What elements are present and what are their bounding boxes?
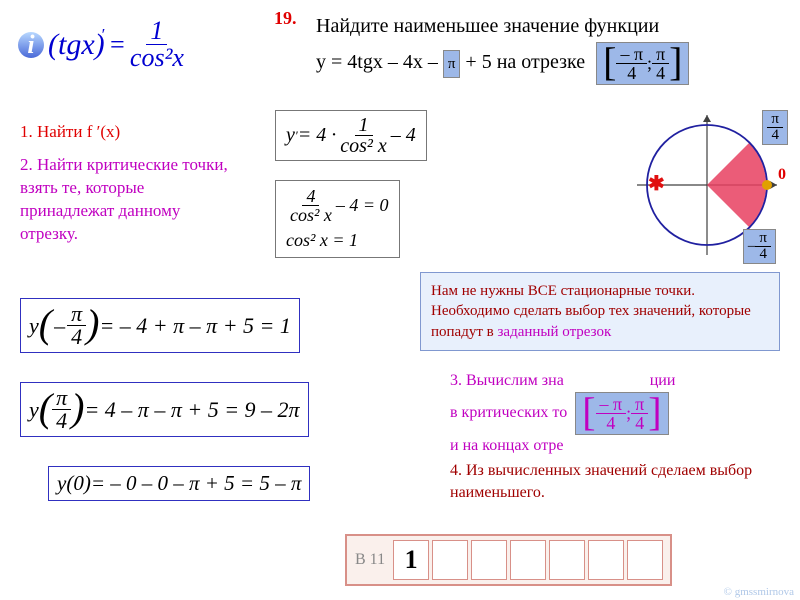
prime-mark: ′	[101, 25, 105, 45]
pi-inline-box: π	[443, 50, 461, 78]
frac-bot: cos²x	[126, 45, 188, 71]
step3-interval-box: [ – π4 ; π4 ]	[575, 392, 668, 435]
step-3: 3. Вычислим зна чения функ ции в критиче…	[450, 370, 780, 458]
step-2: 2. Найти критические точки, взять те, ко…	[20, 154, 230, 246]
eval-box-1: y ( – π4 ) = – 4 + π – π + 5 = 1	[20, 298, 300, 353]
deriv-eq: = 4 ·	[298, 124, 337, 147]
eval1-rhs: = – 4 + π – π + 5 = 1	[99, 313, 290, 339]
interval-pos-frac: π 4	[652, 45, 669, 82]
answer-bar: B 11 1	[345, 534, 672, 586]
header-fraction: 1 cos²x	[126, 18, 188, 71]
prob-line1: Найдите наименьшее значение функции	[316, 15, 659, 37]
eval-box-3: y(0) = – 0 – 0 – π + 5 = 5 – π	[48, 466, 310, 501]
answer-label: B 11	[355, 551, 385, 569]
unit-circle: ✱ 0 π4 – π4	[632, 110, 782, 260]
note-line2: заданный отрезок	[497, 324, 611, 340]
step-1: 1. Найти f ′(x)	[20, 122, 120, 142]
solve-line2: cos² x = 1	[286, 230, 389, 251]
step-4: 4. Из вычисленных значений сделаем выбор…	[450, 460, 770, 503]
deriv-y: y	[286, 124, 295, 147]
problem-number: 19.	[274, 8, 297, 29]
eval-box-2: y ( π4 ) = 4 – π – π + 5 = 9 – 2π	[20, 382, 309, 437]
answer-cell-2[interactable]	[471, 540, 507, 580]
deriv-minus4: – 4	[391, 124, 416, 147]
answer-cell-3[interactable]	[510, 540, 546, 580]
frac-top: 1	[146, 18, 167, 45]
s3c: в критических то	[450, 405, 567, 422]
equals: =	[108, 30, 126, 60]
answer-cell-1[interactable]	[432, 540, 468, 580]
zero-label: 0	[778, 166, 786, 184]
prob-line2b: + 5 на отрезке	[465, 51, 585, 73]
answer-cell-5[interactable]	[588, 540, 624, 580]
deriv-frac: 1 cos² x	[336, 115, 391, 156]
derivative-box: y′ = 4 · 1 cos² x – 4	[275, 110, 427, 161]
pi-sym: π	[448, 52, 456, 76]
note-box: Нам не нужны ВСЕ стационарные точки. Нео…	[420, 272, 780, 351]
tgx: tgx	[58, 28, 95, 61]
solve-frac: 4 cos² x	[286, 187, 336, 224]
interval-neg-frac: – π 4	[616, 45, 647, 82]
answer-cell-6[interactable]	[627, 540, 663, 580]
paren-l: (	[48, 28, 58, 61]
solve-box: 4 cos² x – 4 = 0 cos² x = 1	[275, 180, 400, 258]
interval-box: [ – π 4 ; π 4 ]	[596, 42, 689, 85]
eval3-lhs: y(0)	[57, 471, 91, 496]
prob-line2a: y = 4tgx – 4x –	[316, 51, 443, 73]
eval3-rhs: = – 0 – 0 – π + 5 = 5 – π	[91, 471, 302, 496]
eval1-y: y	[29, 313, 39, 339]
s3b: ции	[650, 372, 676, 389]
watermark: © gmssmirnova	[724, 586, 794, 598]
problem-text: Найдите наименьшее значение функции y = …	[316, 10, 786, 85]
answer-cell-4[interactable]	[549, 540, 585, 580]
circle-top-label: π4	[762, 110, 788, 145]
header-formula: i (tgx)′ = 1 cos²x	[18, 18, 188, 71]
solve-eq0: – 4 = 0	[336, 195, 389, 216]
eval2-rhs: = 4 – π – π + 5 = 9 – 2π	[84, 397, 299, 423]
s3d: и на концах отре	[450, 437, 564, 454]
info-icon: i	[18, 32, 44, 58]
answer-cell-0[interactable]: 1	[393, 540, 429, 580]
svg-text:✱: ✱	[648, 173, 665, 195]
eval1-sign: –	[54, 313, 65, 339]
s3a: 3. Вычислим зна	[450, 372, 564, 389]
eval2-y: y	[29, 397, 39, 423]
circle-bot-label: – π4	[743, 229, 776, 264]
